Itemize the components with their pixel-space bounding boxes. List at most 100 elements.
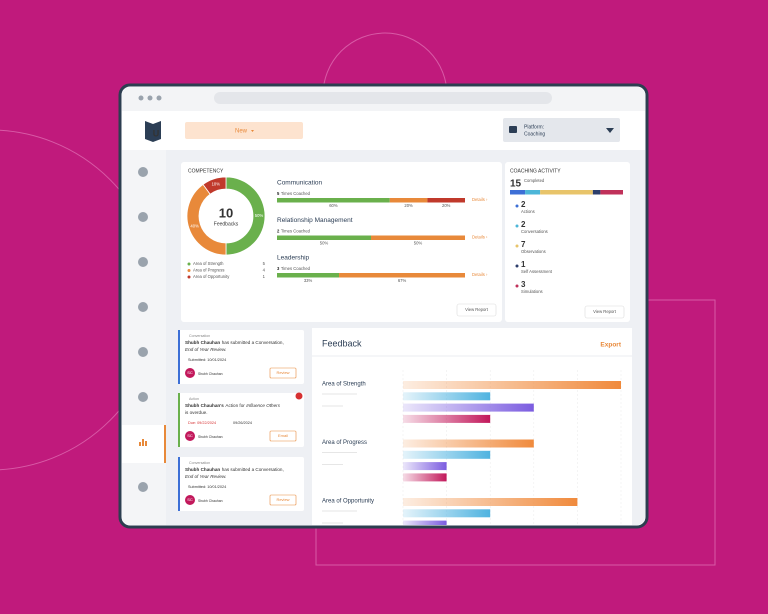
details-link[interactable]: Details › (472, 197, 488, 202)
skill-times-label: Times Coached (281, 229, 311, 234)
skill-times: 3 Times Coached (277, 266, 311, 271)
skill-times-label: Times Coached (281, 266, 311, 271)
activity-dot (515, 204, 519, 208)
legend-dot (187, 275, 191, 279)
coaching-card (505, 162, 630, 322)
svg-text:U: U (153, 128, 160, 138)
feed-text-end: is overdue. (185, 410, 207, 415)
platform-dropdown[interactable]: Platform: Coaching (503, 118, 620, 142)
feed-subject: End of Year Review. (185, 474, 226, 479)
feed-message: Shubh Chauhan has submitted a Conversatio… (185, 340, 284, 345)
skill-bar-label: 20% (404, 203, 413, 208)
coaching-total-label: Completed (524, 178, 545, 183)
activity-count: 1 (521, 260, 526, 269)
donut-total-label: Feedbacks (214, 221, 239, 227)
skill-bar-label: 60% (329, 203, 338, 208)
new-label: New (235, 129, 248, 135)
activity-count: 2 (521, 200, 526, 209)
feed-message: Shubh Chauhan has submitted a Conversatio… (185, 467, 284, 472)
feedback-bar (403, 403, 534, 412)
nav-icon[interactable] (138, 212, 148, 222)
feedback-bar (403, 509, 491, 518)
details-link[interactable]: Details › (472, 235, 488, 240)
feed-button[interactable] (269, 367, 297, 379)
nav-icon[interactable] (138, 257, 148, 267)
feedback-bar (403, 414, 491, 423)
feed-card-border (178, 393, 180, 447)
activity-bar (600, 190, 623, 195)
view-report-label: View Report (465, 307, 489, 312)
feed-tag: Conversation (189, 461, 210, 465)
nav-icon[interactable] (138, 167, 148, 177)
new-button[interactable]: New (185, 122, 303, 139)
avatar-initials: SC (187, 433, 193, 438)
skill-count: 5 (277, 191, 280, 196)
feed-button-label: Email (278, 433, 288, 438)
activity-count: 3 (521, 280, 526, 289)
feedback-bar (403, 462, 447, 471)
skill-bar (277, 235, 371, 240)
skill-bar-label: 20% (442, 203, 451, 208)
group-label: Area of Progress (322, 440, 367, 446)
platform-label: Platform: (524, 124, 544, 130)
legend-dot (187, 269, 191, 272)
feed-date: 09/26/2024 (233, 421, 252, 425)
window-content: U New Platform: Coaching COMPETENCY 10 F… (122, 87, 645, 525)
activity-label: Observations (521, 249, 546, 254)
active-indicator (164, 425, 166, 463)
feed-author: Shubh Chauhan (198, 435, 223, 439)
skill-bar (277, 273, 340, 278)
skill-times-label: Times Coached (281, 191, 311, 196)
details-link[interactable]: Details › (472, 272, 488, 277)
skill-name: Relationship Management (277, 217, 353, 224)
activity-count: 2 (521, 220, 526, 229)
feedback-bar (403, 439, 534, 448)
legend-label: Area of Progress (193, 268, 224, 273)
activity-label: Self Assessment (521, 269, 553, 274)
nav-icon[interactable] (138, 392, 148, 402)
nav-icon[interactable] (138, 302, 148, 312)
nav-icon[interactable] (138, 347, 148, 357)
skill-bar (339, 273, 465, 278)
feed-button[interactable] (269, 494, 297, 506)
address-bar[interactable] (214, 92, 552, 104)
nav-icon[interactable] (138, 482, 148, 492)
group-label: Area of Strength (322, 382, 366, 388)
avatar-initials: SC (187, 497, 193, 502)
feed-tag: Action (189, 397, 199, 401)
activity-bar (540, 190, 593, 195)
avatar (185, 431, 195, 441)
alert-icon (295, 392, 303, 400)
view-report-label: View Report (593, 309, 617, 314)
feed-card-border (178, 457, 180, 511)
legend-count: 4 (263, 268, 266, 273)
feed-name: Shubh Chauhan (185, 340, 220, 345)
feedback-bar (403, 520, 447, 525)
export-link[interactable]: Export (600, 342, 621, 349)
nav-icon (145, 441, 147, 446)
legend-dot (187, 262, 191, 266)
activity-label: Actions (521, 209, 535, 214)
coaching-total: 15 (510, 179, 522, 190)
activity-label: Simulations (521, 289, 543, 294)
feed-message: Shubh Chauhan's Action for Influence Other… (185, 403, 281, 408)
sidebar (122, 150, 166, 525)
activity-dot (515, 224, 519, 228)
activity-dot (515, 284, 519, 288)
feed-text: Action for (225, 403, 245, 408)
skill-count: 2 (277, 229, 280, 234)
feedback-bar (403, 381, 621, 389)
feed-card-border (178, 330, 180, 384)
feedback-bar (403, 450, 491, 459)
feedback-panel (312, 328, 632, 525)
platform-value: Coaching (524, 131, 545, 137)
feed-button[interactable] (269, 430, 297, 442)
feed-date: Submitted: 10/01/2024 (188, 358, 226, 362)
donut-label: 10% (212, 182, 221, 187)
feedback-title: Feedback (322, 338, 362, 348)
view-report[interactable]: View Report (584, 305, 625, 319)
view-report[interactable]: View Report (456, 303, 497, 317)
avatar (185, 495, 195, 505)
feedback-bar (403, 392, 491, 401)
